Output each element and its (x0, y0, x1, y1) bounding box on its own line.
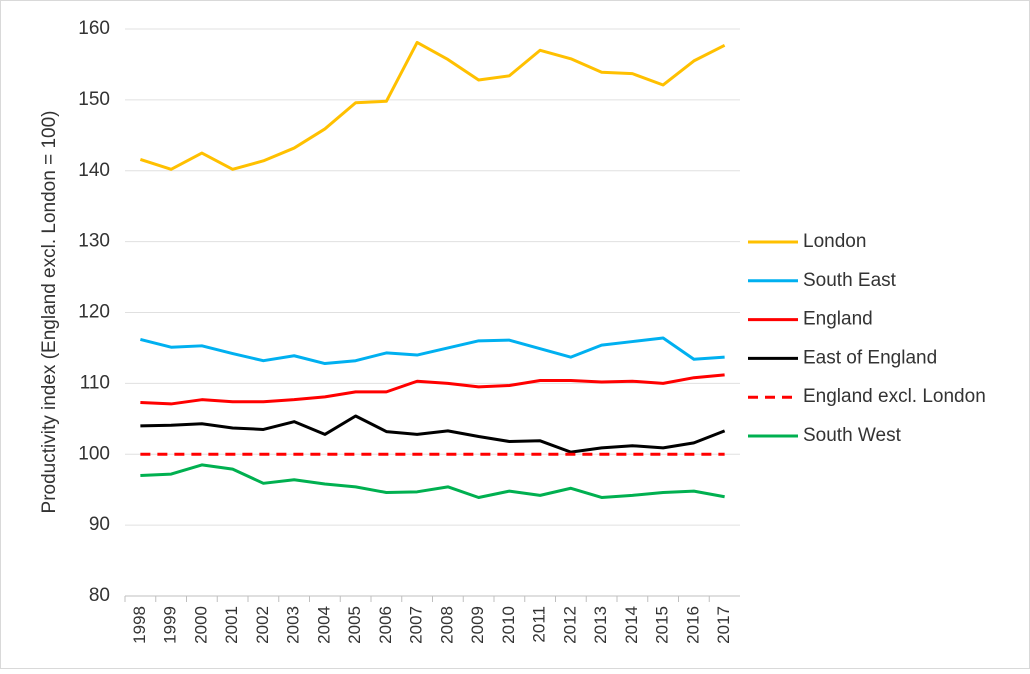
x-tick-label: 2006 (376, 606, 395, 644)
x-tick-label: 2000 (191, 606, 210, 644)
legend-label: England excl. London (803, 386, 986, 407)
series-line (140, 463, 725, 499)
legend-label: England (803, 309, 873, 330)
y-tick-label: 90 (89, 514, 110, 535)
legend-label: South East (803, 270, 897, 291)
legend-label: London (803, 231, 866, 252)
x-tick-label: 1998 (130, 606, 149, 644)
y-axis-label: Productivity index (England excl. London… (39, 111, 60, 514)
x-tick-label: 2002 (253, 606, 272, 644)
series-line (140, 414, 726, 454)
y-tick-label: 160 (78, 18, 110, 39)
legend-label: East of England (803, 347, 937, 368)
x-tick-label: 1999 (161, 606, 180, 644)
x-tick-label: 2013 (591, 606, 610, 644)
series-line (140, 373, 725, 406)
x-tick-label: 2012 (560, 606, 579, 644)
y-tick-label: 100 (78, 443, 110, 464)
x-tick-label: 2015 (653, 606, 672, 644)
x-tick-label: 2016 (683, 606, 702, 644)
y-tick-label: 130 (78, 231, 110, 252)
x-tick-label: 2003 (284, 606, 303, 644)
x-tick-label: 2014 (622, 606, 641, 644)
y-tick-label: 120 (78, 302, 110, 323)
x-tick-label: 2009 (468, 606, 487, 644)
series-line (139, 40, 726, 171)
x-tick-label: 2005 (345, 606, 364, 644)
x-tick-label: 2007 (407, 606, 426, 644)
x-tick-label: 2001 (222, 606, 241, 644)
x-tick-label: 2008 (437, 606, 456, 644)
x-tick-label: 2017 (714, 606, 733, 644)
series-line (140, 336, 725, 366)
y-tick-label: 80 (89, 585, 110, 606)
y-tick-label: 150 (78, 89, 110, 110)
y-tick-label: 110 (80, 372, 110, 393)
y-tick-label: 140 (78, 160, 110, 181)
legend-label: South West (803, 425, 902, 446)
x-tick-label: 2010 (499, 606, 518, 644)
x-tick-label: 2011 (530, 606, 549, 643)
x-tick-label: 2004 (314, 606, 333, 644)
